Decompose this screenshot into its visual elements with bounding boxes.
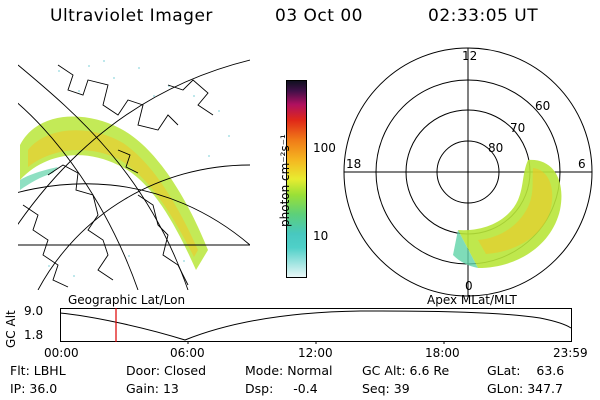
filter-value: LBHL [33, 363, 66, 378]
hour-label-18: 18 [346, 157, 361, 171]
mode-info: Mode: Normal [245, 363, 333, 378]
lat-label-60: 60 [535, 99, 550, 113]
dsp-label: Dsp: [245, 381, 274, 396]
x-tick-0600: 06:00 [170, 346, 205, 360]
filter-label: Flt: [10, 363, 30, 378]
glon-value: 347.7 [527, 381, 563, 396]
seq-label: Seq: [362, 381, 390, 396]
gc-alt-axis-label: GC Alt [4, 310, 18, 348]
x-tick-2359: 23:59 [553, 346, 588, 360]
gain-info: Gain: 13 [126, 381, 179, 396]
ip-label: IP: [10, 381, 26, 396]
observation-time: 02:33:05 UT [428, 6, 539, 26]
glat-info: GLat: 63.6 [487, 363, 564, 378]
ip-value: 36.0 [29, 381, 58, 396]
geographic-map [18, 59, 250, 290]
glat-label: GLat: [487, 363, 521, 378]
instrument-title: Ultraviolet Imager [50, 6, 213, 26]
colorbar-tick-10: 10 [313, 229, 329, 243]
door-info: Door: Closed [126, 363, 206, 378]
observation-date: 03 Oct 00 [275, 6, 363, 26]
lat-label-70: 70 [510, 121, 525, 135]
gc-alt-info: GC Alt: 6.6 Re [362, 363, 449, 378]
x-tick-1800: 18:00 [425, 346, 460, 360]
x-tick-0000: 00:00 [44, 346, 79, 360]
filter-info: Flt: LBHL [10, 363, 66, 378]
auroral-oval [20, 116, 208, 270]
gain-value: 13 [162, 381, 179, 396]
y-tick-9: 9.0 [24, 304, 44, 318]
glat-value: 63.6 [536, 363, 565, 378]
hour-label-6: 6 [578, 157, 586, 171]
polar-plot: 12 18 6 0 60 70 80 [343, 47, 593, 297]
background-noise [48, 60, 230, 277]
altitude-curve [60, 310, 572, 341]
glon-label: GLon: [487, 381, 524, 396]
gc-alt-label: GC Alt: [362, 363, 406, 378]
colorbar-unit-label: photon cm⁻²s⁻¹ [278, 134, 292, 227]
y-tick-1-8: 1.8 [24, 328, 44, 342]
hour-label-0: 0 [465, 279, 473, 293]
gain-label: Gain: [126, 381, 159, 396]
geographic-label: Geographic Lat/Lon [68, 293, 186, 307]
apex-label: Apex MLat/MLT [427, 293, 517, 307]
lat-label-80: 80 [488, 141, 503, 155]
mode-label: Mode: [245, 363, 284, 378]
door-value: Closed [164, 363, 207, 378]
seq-info: Seq: 39 [362, 381, 410, 396]
dsp-info: Dsp: -0.4 [245, 381, 318, 396]
colorbar [286, 80, 307, 278]
altitude-timeline [60, 308, 572, 344]
hour-label-12: 12 [462, 49, 477, 63]
seq-value: 39 [393, 381, 410, 396]
colorbar-tick-100: 100 [313, 141, 336, 155]
x-tick-1200: 12:00 [298, 346, 333, 360]
glon-info: GLon: 347.7 [487, 381, 563, 396]
door-label: Door: [126, 363, 161, 378]
mode-value: Normal [287, 363, 333, 378]
ip-info: IP: 36.0 [10, 381, 57, 396]
dsp-value: -0.4 [293, 381, 318, 396]
gc-alt-value: 6.6 Re [409, 363, 450, 378]
